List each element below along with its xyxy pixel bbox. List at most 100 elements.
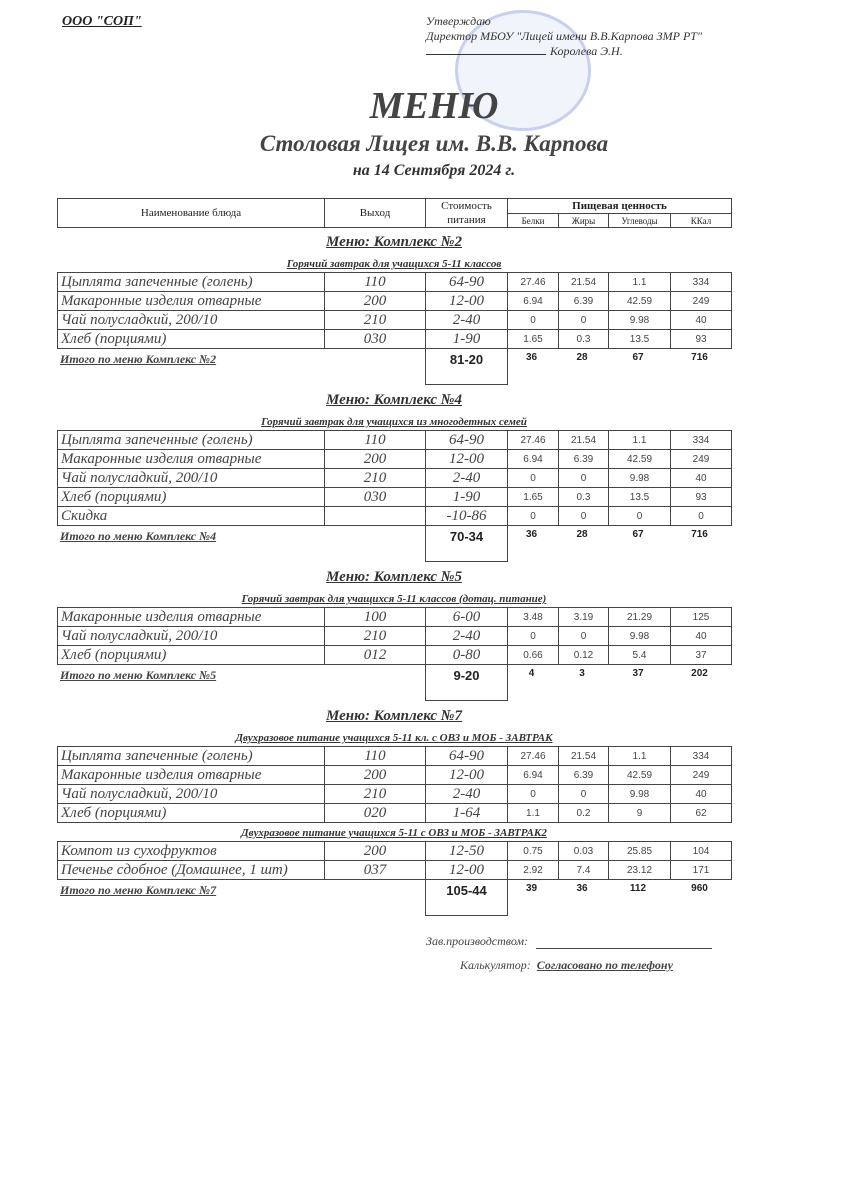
- menu-table: Цыплята запеченные (голень) 110 64-90 27.46…: [57, 746, 732, 823]
- dish-carbs: 1.1: [608, 430, 671, 450]
- dish-kcal: 93: [670, 329, 732, 349]
- menu-sections: Меню: Комплекс №2 Горячий завтрак для уча…: [57, 234, 732, 917]
- dish-cost: 6-00: [425, 607, 508, 627]
- menu-date: на 14 Сентября 2024 г.: [352, 162, 516, 179]
- table-row: Макаронные изделия отварные 200 12-00 6.94 6…: [57, 449, 732, 469]
- dish-output: 210: [324, 310, 426, 330]
- dish-kcal: 334: [670, 272, 732, 292]
- total-label: Итого по меню Комплекс №4: [60, 529, 217, 543]
- table-row: Чай полусладкий, 200/10 210 2-40 0 0 9.98 40: [57, 626, 732, 646]
- table-row: Хлеб (порциями) 030 1-90 1.65 0.3 13.5 93: [57, 487, 732, 507]
- dish-name: Чай полусладкий, 200/10: [57, 468, 325, 488]
- total-fat: 28: [576, 352, 588, 363]
- table-row: Макаронные изделия отварные 200 12-00 6.94 6…: [57, 765, 732, 785]
- approval-block: Утверждаю Директор МБОУ "Лицей имени В.В…: [426, 14, 736, 59]
- dish-name: Хлеб (порциями): [57, 487, 325, 507]
- menu-table: Цыплята запеченные (голень) 110 64-90 27.46…: [57, 272, 732, 349]
- production-signature: Зав.производством:: [426, 934, 713, 949]
- total-row: Итого по меню Комплекс №7 105-44 39 36 112 96…: [57, 880, 731, 917]
- dish-cost: -10-86: [425, 506, 508, 526]
- dish-fat: 0.12: [558, 645, 609, 665]
- dish-output: 210: [324, 626, 426, 646]
- header-nutrition: Пищевая ценность: [506, 198, 733, 214]
- dish-kcal: 40: [670, 626, 732, 646]
- dish-name: Макаронные изделия отварные: [57, 607, 325, 627]
- dish-cost: 64-90: [425, 430, 508, 450]
- dish-output: 210: [324, 468, 426, 488]
- dish-fat: 0.03: [558, 841, 609, 861]
- signer-name: Королева Э.Н.: [550, 44, 623, 58]
- dish-name: Печенье сдобное (Домашнее, 1 шт): [57, 860, 325, 880]
- menu-section: Меню: Комплекс №4 Горячий завтрак для уча…: [57, 392, 732, 563]
- dish-protein: 0: [507, 506, 559, 526]
- calculator-value: Согласовано по телефону: [536, 958, 673, 972]
- total-row: Итого по меню Комплекс №4 70-34 36 28 67 716: [57, 526, 731, 563]
- total-fat: 3: [579, 668, 585, 679]
- total-row: Итого по меню Комплекс №5 9-20 4 3 37 202: [57, 665, 731, 702]
- dish-carbs: 9: [608, 803, 671, 823]
- dish-output: 030: [324, 487, 426, 507]
- dish-protein: 3.48: [507, 607, 559, 627]
- table-row: Компот из сухофруктов 200 12-50 0.75 0.03 25.…: [57, 841, 732, 861]
- dish-fat: 6.39: [558, 291, 609, 311]
- dish-output: 012: [324, 645, 426, 665]
- dish-kcal: 40: [670, 784, 732, 804]
- table-row: Печенье сдобное (Домашнее, 1 шт) 037 12-00…: [57, 860, 732, 880]
- table-row: Хлеб (порциями) 012 0-80 0.66 0.12 5.4 37: [57, 645, 732, 665]
- dish-carbs: 13.5: [608, 487, 671, 507]
- dish-name: Чай полусладкий, 200/10: [57, 626, 325, 646]
- dish-kcal: 249: [670, 449, 732, 469]
- total-kcal: 202: [691, 668, 708, 679]
- dish-cost: 12-00: [425, 449, 508, 469]
- menu-section: Меню: Комплекс №5 Горячий завтрак для уча…: [57, 569, 732, 702]
- dish-name: Цыплята запеченные (голень): [57, 272, 325, 292]
- official-stamp: [455, 10, 591, 131]
- dish-protein: 0: [507, 784, 559, 804]
- table-row: Чай полусладкий, 200/10 210 2-40 0 0 9.98 40: [57, 784, 732, 804]
- dish-carbs: 9.98: [608, 468, 671, 488]
- dish-protein: 1.65: [507, 329, 559, 349]
- group-subtitle: Двухразовое питание учащихся 5-11 кл. с …: [235, 732, 553, 744]
- dish-kcal: 334: [670, 430, 732, 450]
- dish-name: Цыплята запеченные (голень): [57, 746, 325, 766]
- total-cost: 105-44: [425, 880, 508, 916]
- menu-section: Меню: Комплекс №7 Двухразовое питание уча…: [57, 708, 732, 917]
- total-fat: 36: [576, 883, 588, 894]
- total-kcal: 716: [691, 352, 708, 363]
- dish-cost: 1-90: [425, 487, 508, 507]
- dish-output: 200: [324, 841, 426, 861]
- dish-fat: 6.39: [558, 765, 609, 785]
- dish-name: Хлеб (порциями): [57, 645, 325, 665]
- dish-protein: 6.94: [507, 291, 559, 311]
- dish-kcal: 334: [670, 746, 732, 766]
- production-label: Зав.производством:: [426, 934, 529, 948]
- table-row: Скидка -10-86 0 0 0 0: [57, 506, 732, 526]
- calculator-label: Калькулятор:: [460, 958, 531, 972]
- dish-kcal: 40: [670, 468, 732, 488]
- dish-kcal: 249: [670, 291, 732, 311]
- dish-protein: 27.46: [507, 746, 559, 766]
- dish-kcal: 104: [670, 841, 732, 861]
- total-label: Итого по меню Комплекс №7: [60, 883, 217, 897]
- menu-content: Наименование блюда Выход Стоимость питан…: [57, 198, 733, 917]
- table-row: Макаронные изделия отварные 100 6-00 3.48 3.…: [57, 607, 732, 627]
- dish-name: Хлеб (порциями): [57, 803, 325, 823]
- dish-kcal: 62: [670, 803, 732, 823]
- signature-line: [536, 948, 713, 949]
- dish-output: 100: [324, 607, 426, 627]
- dish-kcal: 0: [670, 506, 732, 526]
- header-kcal: ККал: [669, 213, 733, 228]
- page-subtitle: Столовая Лицея им. В.В. Карпова: [259, 131, 609, 156]
- group-subtitle: Двухразовое питание учащихся 5-11 с ОВЗ …: [241, 827, 547, 839]
- total-carbs: 67: [632, 529, 644, 540]
- table-row: Цыплята запеченные (голень) 110 64-90 27.46…: [57, 430, 732, 450]
- dish-cost: 2-40: [425, 310, 508, 330]
- dish-fat: 3.19: [558, 607, 609, 627]
- total-label: Итого по меню Комплекс №5: [60, 668, 217, 682]
- dish-output: 210: [324, 784, 426, 804]
- section-title: Меню: Комплекс №2: [326, 234, 462, 250]
- dish-name: Макаронные изделия отварные: [57, 449, 325, 469]
- dish-protein: 1.1: [507, 803, 559, 823]
- header-name: Наименование блюда: [57, 198, 325, 228]
- dish-name: Хлеб (порциями): [57, 329, 325, 349]
